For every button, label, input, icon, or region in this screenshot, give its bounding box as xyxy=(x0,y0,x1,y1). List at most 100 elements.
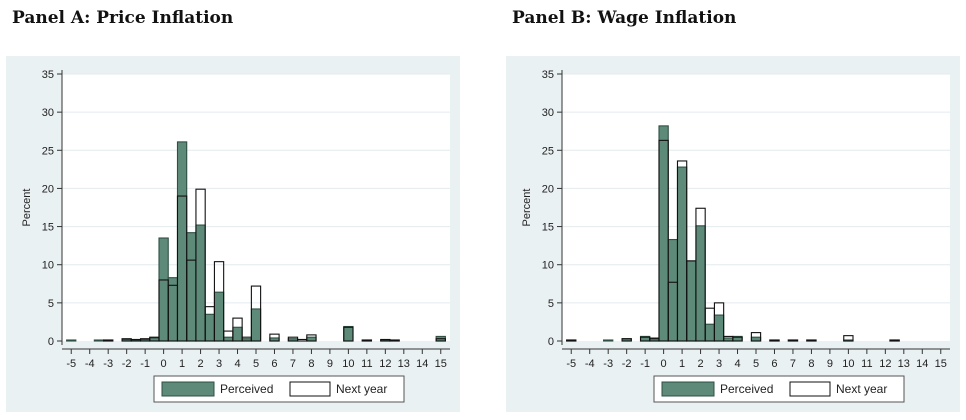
panel-b-bar-next-year xyxy=(750,332,762,342)
panel-b-x-tick-label: 13 xyxy=(898,358,910,370)
panel-b-bar-next-year xyxy=(843,335,854,342)
panel-b-x-tick-label: 7 xyxy=(790,358,796,370)
panel-b-x-tick-label: 0 xyxy=(661,358,667,370)
panel-b-plot-area xyxy=(562,74,950,341)
panel-b-y-tick-label: 10 xyxy=(542,260,554,272)
panel-a-legend-swatch-next-year xyxy=(289,381,331,397)
panel-b-bar-next-year xyxy=(889,339,900,342)
panel-a-y-tick-label: 10 xyxy=(42,260,54,272)
panel-a-legend-box xyxy=(153,375,405,403)
panel-a-x-tick-label: 13 xyxy=(398,358,410,370)
panel-b-bar-next-year xyxy=(704,307,715,342)
panel-b-bar-next-year xyxy=(566,339,577,342)
panel-a-bar-next-year xyxy=(130,338,142,342)
panel-a-bar-next-year xyxy=(195,188,206,342)
panel-a-title: Panel A: Price Inflation xyxy=(12,8,234,28)
panel-a-bar-next-year xyxy=(297,338,308,342)
panel-b-x-tick-label: 14 xyxy=(916,358,928,370)
panel-b-y-tick-label: 25 xyxy=(542,145,554,157)
panel-b-bar-next-year xyxy=(769,339,780,342)
panel-a-x-tick-label: 2 xyxy=(198,358,204,370)
panel-a-bar-next-year xyxy=(435,338,446,342)
panel-a-x-tick-label: -3 xyxy=(103,358,113,370)
panel-a-bar-perceived xyxy=(66,339,77,342)
panel-b-x-tick-label: -1 xyxy=(640,358,650,370)
panel-a-x-tick-label: 10 xyxy=(342,358,354,370)
panel-a-x-tick-label: -5 xyxy=(66,358,76,370)
panel-b-y-tick-label: 15 xyxy=(542,222,554,234)
panel-a-legend-label-next-year: Next year xyxy=(336,382,387,396)
panel-a-y-tick-label: 5 xyxy=(48,298,54,310)
panel-b-bar-next-year xyxy=(713,302,725,342)
panel-a-x-tick-label: 9 xyxy=(327,358,333,370)
panel-b-bar-perceived xyxy=(603,339,614,342)
panel-a-bar-next-year xyxy=(232,317,243,342)
panel-a-y-tick-label: 0 xyxy=(48,336,54,348)
panel-a-bar-next-year xyxy=(176,195,188,342)
panel-a-bar-next-year xyxy=(361,339,373,342)
panel-b-y-tick-label: 5 xyxy=(548,298,554,310)
panel-b-bar-next-year xyxy=(787,339,799,342)
panel-a-y-tick-label: 25 xyxy=(42,145,54,157)
panel-a-bar-next-year xyxy=(204,306,215,342)
panel-a-bar-next-year xyxy=(250,285,262,342)
panel-b-bar-next-year xyxy=(658,139,669,342)
panel-b-x-tick-label: 2 xyxy=(698,358,704,370)
panel-a-x-tick-label: -1 xyxy=(140,358,150,370)
panel-a-bar-next-year xyxy=(213,261,225,342)
panel-a-bar-next-year xyxy=(103,339,114,342)
panel-b-x-tick-label: 10 xyxy=(842,358,854,370)
panel-a-bar-next-year xyxy=(389,339,400,342)
panel-b-title: Panel B: Wage Inflation xyxy=(512,8,737,28)
panel-a-legend-label-perceived: Perceived xyxy=(220,382,273,396)
panel-b-legend-label-perceived: Perceived xyxy=(720,382,773,396)
panel-a-y-tick-label: 15 xyxy=(42,222,54,234)
panel-b-y-tick-label: 0 xyxy=(548,336,554,348)
panel-a-x-tick-label: 14 xyxy=(416,358,428,370)
panel-b-y-tick-label: 35 xyxy=(542,69,554,81)
panel-b-x-tick-label: 15 xyxy=(935,358,947,370)
panel-a-plot-area xyxy=(62,74,450,341)
panel-a-x-tick-label: 5 xyxy=(253,358,259,370)
panel-a-legend: Perceived Next year xyxy=(153,375,405,403)
panel-a-x-tick-label: -4 xyxy=(85,358,95,370)
panel-b-x-tick-label: 5 xyxy=(753,358,759,370)
panel-b-bar-next-year xyxy=(723,335,734,342)
panel-a-legend-swatch-perceived xyxy=(161,381,215,397)
panel-a-x-tick-label: 11 xyxy=(361,358,372,370)
panel-b-bar-next-year xyxy=(732,336,743,342)
panel-a-y-tick-label: 35 xyxy=(42,69,54,81)
panel-b-bar-next-year xyxy=(649,338,660,342)
panel-a-bar-next-year xyxy=(121,338,132,342)
panel-a-bar-next-year xyxy=(287,336,299,342)
panel-b-x-tick-label: -2 xyxy=(622,358,632,370)
panel-b-x-tick-label: 1 xyxy=(679,358,685,370)
panel-a-y-tick-label: 30 xyxy=(42,107,54,119)
panel-b-bar-next-year xyxy=(686,260,697,342)
panel-b-legend-label-next-year: Next year xyxy=(836,382,887,396)
panel-b-y-tick-label: 20 xyxy=(542,183,554,195)
panel-b-bar-next-year xyxy=(695,207,706,342)
panel-b-bar-next-year xyxy=(806,339,817,342)
panel-a-x-tick-label: 4 xyxy=(234,358,240,370)
panel-a-bar-next-year xyxy=(149,336,160,342)
panel-b-bar-next-year xyxy=(639,336,651,342)
panel-a-x-tick-label: 7 xyxy=(290,358,296,370)
panel-a-y-tick-label: 20 xyxy=(42,183,54,195)
panel-b-x-tick-label: -4 xyxy=(585,358,595,370)
panel-a-x-tick-label: 8 xyxy=(308,358,314,370)
panel-a-x-tick-label: 12 xyxy=(379,358,391,370)
panel-b-y-tick-label: 30 xyxy=(542,107,554,119)
panel-a-bar-next-year xyxy=(269,333,280,342)
panel-b-legend-swatch-next-year xyxy=(789,381,831,397)
panel-a-bar-next-year xyxy=(380,338,391,342)
panel-b-legend-swatch-perceived xyxy=(661,381,715,397)
panel-a-bar-next-year xyxy=(306,334,317,342)
panel-b-bar-next-year xyxy=(667,281,679,342)
panel-b-x-tick-label: 8 xyxy=(808,358,814,370)
panel-a-x-tick-label: 0 xyxy=(161,358,167,370)
panel-b-legend-box xyxy=(653,375,905,403)
panel-b-x-tick-label: -3 xyxy=(603,358,613,370)
